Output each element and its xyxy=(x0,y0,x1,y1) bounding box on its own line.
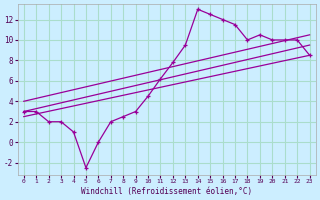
X-axis label: Windchill (Refroidissement éolien,°C): Windchill (Refroidissement éolien,°C) xyxy=(81,187,252,196)
